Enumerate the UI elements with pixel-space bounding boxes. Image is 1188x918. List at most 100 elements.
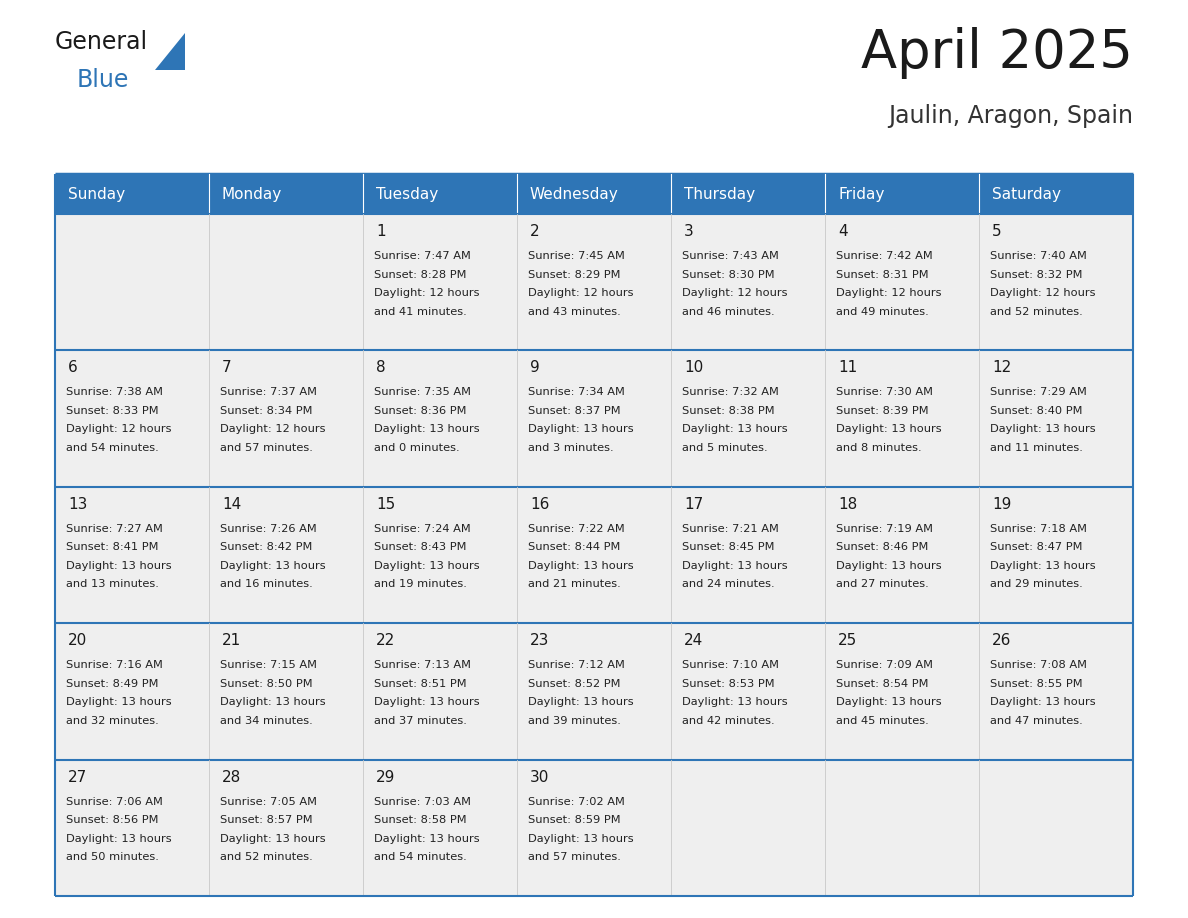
Bar (671, 351, 824, 487)
Text: and 0 minutes.: and 0 minutes. (374, 442, 460, 453)
Bar (55, 351, 209, 487)
Text: 7: 7 (222, 361, 232, 375)
Text: Sunrise: 7:22 AM: Sunrise: 7:22 AM (527, 524, 625, 533)
Text: Sunset: 8:49 PM: Sunset: 8:49 PM (67, 678, 158, 688)
Text: 24: 24 (684, 633, 703, 648)
Text: Sunset: 8:30 PM: Sunset: 8:30 PM (682, 270, 775, 279)
Text: Sunrise: 7:24 AM: Sunrise: 7:24 AM (374, 524, 470, 533)
Text: 25: 25 (838, 633, 858, 648)
Bar (824, 487, 979, 623)
Text: Sunset: 8:29 PM: Sunset: 8:29 PM (527, 270, 620, 279)
Text: Sunrise: 7:38 AM: Sunrise: 7:38 AM (67, 387, 163, 397)
Text: and 52 minutes.: and 52 minutes. (990, 307, 1082, 317)
Text: Sunrise: 7:15 AM: Sunrise: 7:15 AM (220, 660, 317, 670)
Bar (209, 487, 364, 623)
Bar (209, 623, 364, 759)
Text: 29: 29 (375, 769, 396, 785)
Bar (209, 759, 364, 896)
Text: and 27 minutes.: and 27 minutes. (836, 579, 929, 589)
Text: Sunset: 8:52 PM: Sunset: 8:52 PM (527, 678, 620, 688)
Bar (979, 174, 1133, 214)
Bar (209, 214, 364, 351)
Text: and 34 minutes.: and 34 minutes. (220, 716, 312, 726)
Text: Daylight: 12 hours: Daylight: 12 hours (220, 424, 326, 434)
Text: Sunset: 8:58 PM: Sunset: 8:58 PM (374, 815, 467, 825)
Text: and 21 minutes.: and 21 minutes. (527, 579, 621, 589)
Text: 3: 3 (684, 224, 694, 239)
Text: Sunset: 8:45 PM: Sunset: 8:45 PM (682, 543, 775, 553)
Text: Daylight: 13 hours: Daylight: 13 hours (374, 697, 480, 707)
Text: Daylight: 13 hours: Daylight: 13 hours (682, 424, 788, 434)
Text: and 32 minutes.: and 32 minutes. (67, 716, 159, 726)
Text: Sunrise: 7:47 AM: Sunrise: 7:47 AM (374, 251, 470, 261)
Bar (671, 487, 824, 623)
Text: Sunrise: 7:06 AM: Sunrise: 7:06 AM (67, 797, 163, 807)
Bar (671, 214, 824, 351)
Text: Daylight: 13 hours: Daylight: 13 hours (527, 424, 633, 434)
Text: Daylight: 13 hours: Daylight: 13 hours (836, 561, 942, 571)
Text: Daylight: 13 hours: Daylight: 13 hours (374, 424, 480, 434)
Bar (979, 759, 1133, 896)
Bar (824, 174, 979, 214)
Text: Sunrise: 7:03 AM: Sunrise: 7:03 AM (374, 797, 470, 807)
Text: 1: 1 (375, 224, 386, 239)
Bar (209, 351, 364, 487)
Text: Daylight: 12 hours: Daylight: 12 hours (374, 288, 480, 298)
Text: 21: 21 (222, 633, 241, 648)
Bar (671, 623, 824, 759)
Text: Sunrise: 7:30 AM: Sunrise: 7:30 AM (836, 387, 933, 397)
Text: Daylight: 13 hours: Daylight: 13 hours (990, 561, 1095, 571)
Text: Daylight: 13 hours: Daylight: 13 hours (220, 561, 326, 571)
Text: Daylight: 13 hours: Daylight: 13 hours (67, 834, 171, 844)
Text: Daylight: 13 hours: Daylight: 13 hours (220, 834, 326, 844)
Text: Sunrise: 7:13 AM: Sunrise: 7:13 AM (374, 660, 470, 670)
Text: 23: 23 (530, 633, 549, 648)
Text: Daylight: 13 hours: Daylight: 13 hours (374, 561, 480, 571)
Text: Daylight: 13 hours: Daylight: 13 hours (682, 561, 788, 571)
Bar (517, 759, 671, 896)
Text: Sunset: 8:55 PM: Sunset: 8:55 PM (990, 678, 1082, 688)
Text: and 39 minutes.: and 39 minutes. (527, 716, 621, 726)
Text: Sunrise: 7:32 AM: Sunrise: 7:32 AM (682, 387, 779, 397)
Text: Sunrise: 7:12 AM: Sunrise: 7:12 AM (527, 660, 625, 670)
Text: 6: 6 (68, 361, 77, 375)
Text: Sunrise: 7:10 AM: Sunrise: 7:10 AM (682, 660, 779, 670)
Text: General: General (55, 30, 148, 54)
Text: and 54 minutes.: and 54 minutes. (67, 442, 159, 453)
Text: and 52 minutes.: and 52 minutes. (220, 852, 312, 862)
Text: Monday: Monday (222, 186, 283, 201)
Text: and 57 minutes.: and 57 minutes. (220, 442, 312, 453)
Text: Jaulin, Aragon, Spain: Jaulin, Aragon, Spain (887, 104, 1133, 128)
Text: Daylight: 13 hours: Daylight: 13 hours (67, 561, 171, 571)
Text: 16: 16 (530, 497, 549, 512)
Text: and 41 minutes.: and 41 minutes. (374, 307, 467, 317)
Text: Sunrise: 7:37 AM: Sunrise: 7:37 AM (220, 387, 317, 397)
Bar (671, 174, 824, 214)
Bar (517, 487, 671, 623)
Bar (364, 214, 517, 351)
Text: Sunrise: 7:42 AM: Sunrise: 7:42 AM (836, 251, 933, 261)
Text: Sunrise: 7:16 AM: Sunrise: 7:16 AM (67, 660, 163, 670)
Text: Sunrise: 7:08 AM: Sunrise: 7:08 AM (990, 660, 1087, 670)
Text: Blue: Blue (77, 68, 129, 92)
Text: Sunset: 8:56 PM: Sunset: 8:56 PM (67, 815, 158, 825)
Text: and 29 minutes.: and 29 minutes. (990, 579, 1082, 589)
Text: Daylight: 13 hours: Daylight: 13 hours (67, 697, 171, 707)
Text: and 43 minutes.: and 43 minutes. (527, 307, 621, 317)
Text: Sunset: 8:50 PM: Sunset: 8:50 PM (220, 678, 312, 688)
Text: 9: 9 (530, 361, 539, 375)
Text: April 2025: April 2025 (861, 27, 1133, 79)
Text: Sunrise: 7:09 AM: Sunrise: 7:09 AM (836, 660, 933, 670)
Bar (517, 351, 671, 487)
Text: Sunset: 8:38 PM: Sunset: 8:38 PM (682, 406, 775, 416)
Bar (364, 623, 517, 759)
Text: Daylight: 13 hours: Daylight: 13 hours (527, 834, 633, 844)
Text: Saturday: Saturday (992, 186, 1061, 201)
Text: Sunset: 8:34 PM: Sunset: 8:34 PM (220, 406, 312, 416)
Text: Sunset: 8:39 PM: Sunset: 8:39 PM (836, 406, 929, 416)
Text: Tuesday: Tuesday (375, 186, 438, 201)
Text: Sunrise: 7:19 AM: Sunrise: 7:19 AM (836, 524, 933, 533)
Text: and 11 minutes.: and 11 minutes. (990, 442, 1083, 453)
Text: Sunset: 8:31 PM: Sunset: 8:31 PM (836, 270, 929, 279)
Text: Sunrise: 7:21 AM: Sunrise: 7:21 AM (682, 524, 779, 533)
